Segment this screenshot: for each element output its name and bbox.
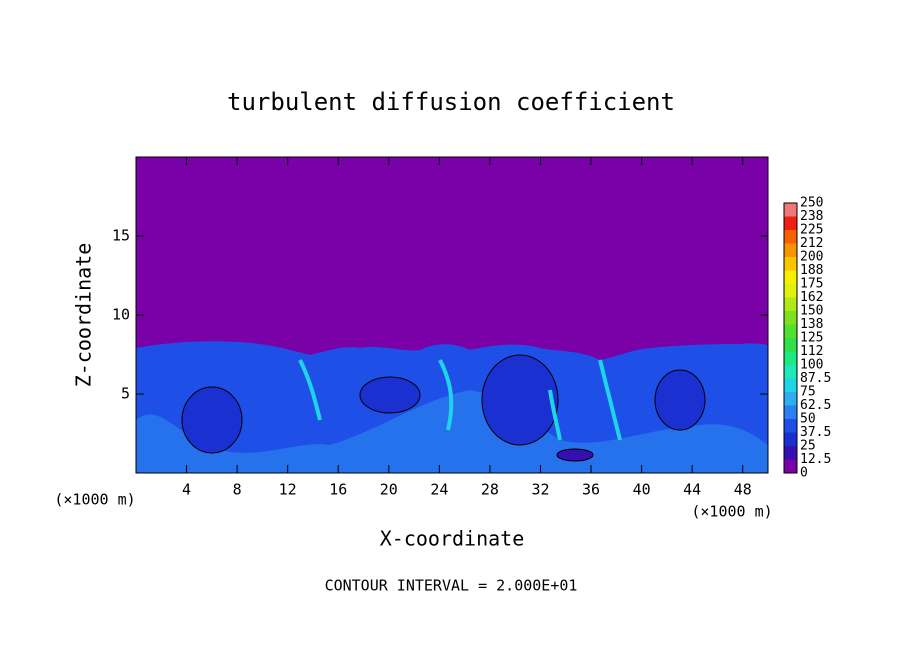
colorbar-swatch [784, 203, 797, 217]
field-region [556, 448, 594, 462]
colorbar-swatch [784, 243, 797, 257]
colorbar-swatch [784, 297, 797, 311]
colorbar-swatch [784, 257, 797, 271]
colorbar-swatch [784, 311, 797, 325]
colorbar-label: 250 [800, 196, 823, 211]
field-region [181, 386, 243, 454]
colorbar-label: 125 [800, 331, 823, 346]
field-region [654, 369, 706, 431]
colorbar-label: 225 [800, 223, 823, 238]
colorbar-label: 37.5 [800, 425, 831, 440]
colorbar-swatch [784, 284, 797, 298]
contour-field [136, 157, 768, 473]
colorbar-swatch [784, 270, 797, 284]
colorbar-label: 162 [800, 290, 823, 305]
x-tick-label: 36 [582, 481, 600, 499]
colorbar-label: 100 [800, 358, 823, 373]
colorbar-swatch [784, 432, 797, 446]
x-tick-label: 40 [633, 481, 651, 499]
x-tick-label: 44 [683, 481, 701, 499]
y-axis-label: Z-coordinate [72, 243, 96, 388]
x-tick-label: 8 [233, 481, 242, 499]
y-tick-label: 10 [112, 306, 130, 324]
colorbar-swatch [784, 459, 797, 473]
annotation: CONTOUR INTERVAL = 2.000E+01 [325, 577, 578, 595]
colorbar-swatch [784, 419, 797, 433]
colorbar-label: 175 [800, 277, 823, 292]
colorbar-label: 212 [800, 236, 823, 251]
field-region [298, 359, 622, 441]
colorbar-label: 87.5 [800, 371, 831, 386]
x-unit-label: (×1000 m) [691, 503, 772, 521]
x-tick-label: 4 [182, 481, 191, 499]
colorbar-swatch [784, 324, 797, 338]
colorbar-swatch [784, 446, 797, 460]
x-tick-label: 32 [531, 481, 549, 499]
colorbar-label: 112 [800, 344, 823, 359]
x-unit-label: (×1000 m) [54, 491, 135, 509]
colorbar-label: 75 [800, 385, 816, 400]
colorbar-label: 238 [800, 209, 823, 224]
colorbar-swatch [784, 392, 797, 406]
x-tick-label: 16 [329, 481, 347, 499]
colorbar-swatch [784, 351, 797, 365]
colorbar-label: 0 [800, 466, 808, 481]
colorbar-label: 138 [800, 317, 823, 332]
colorbar-label: 50 [800, 412, 816, 427]
y-tick-label: 5 [121, 385, 130, 403]
colorbar-label: 200 [800, 250, 823, 265]
colorbar-frame [783, 202, 798, 474]
field-region [136, 390, 768, 473]
field-region [481, 354, 559, 446]
colorbar-swatch [784, 378, 797, 392]
colorbar-label: 188 [800, 263, 823, 278]
x-tick-label: 28 [481, 481, 499, 499]
colorbar-label: 62.5 [800, 398, 831, 413]
y-tick-label: 15 [112, 227, 130, 245]
field-region [359, 376, 421, 414]
colorbar-label: 25 [800, 439, 816, 454]
colorbar-label: 150 [800, 304, 823, 319]
colorbar-swatch [784, 216, 797, 230]
chart-title: turbulent diffusion coefficient [227, 88, 675, 116]
colorbar-swatch [784, 338, 797, 352]
x-tick-label: 24 [430, 481, 448, 499]
x-axis-label: X-coordinate [380, 527, 525, 551]
colorbar-swatch [784, 405, 797, 419]
x-tick-label: 12 [279, 481, 297, 499]
colorbar-swatch [784, 230, 797, 244]
colorbar-swatch [784, 365, 797, 379]
x-tick-label: 20 [380, 481, 398, 499]
colorbar-label: 12.5 [800, 452, 831, 467]
x-tick-label: 48 [734, 481, 752, 499]
